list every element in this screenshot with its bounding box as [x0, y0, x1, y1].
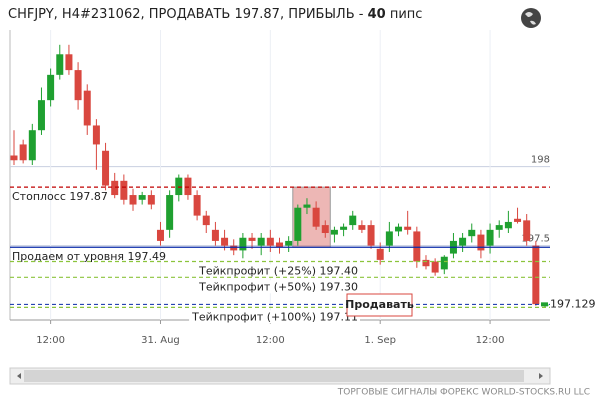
- candle-body: [385, 231, 393, 246]
- candle-body: [156, 229, 164, 241]
- level-label: Тейкпрофит (+25%) 197.40: [198, 264, 358, 277]
- candle-body: [47, 74, 55, 101]
- candle-body: [321, 225, 329, 234]
- candle-body: [303, 204, 311, 208]
- title-text: CHFJPY, H4#231062, ПРОДАВАТЬ 197.87, ПРИ…: [8, 7, 364, 22]
- x-tick-label: 12:00: [476, 335, 505, 346]
- candle-body: [486, 229, 494, 246]
- candle-body: [404, 226, 412, 230]
- candle-body: [312, 207, 320, 227]
- footer: ТОРГОВЫЕ СИГНАЛЫ ФОРЕКС WORLD-STOCKS.RU …: [337, 388, 590, 398]
- candle-body: [147, 195, 155, 205]
- candle-body: [294, 207, 302, 241]
- candle-body: [532, 245, 540, 305]
- candle-body: [440, 256, 448, 270]
- candle-body: [431, 261, 439, 273]
- candle-body: [19, 144, 27, 161]
- candle-body: [202, 215, 210, 226]
- candle-body: [276, 242, 283, 248]
- candle-body: [10, 155, 18, 161]
- candle-body: [37, 100, 45, 131]
- candle-body: [74, 70, 82, 101]
- candle-body: [376, 248, 384, 260]
- candle-body: [193, 195, 201, 216]
- title-profit: 40: [368, 7, 386, 22]
- candle-body: [349, 215, 357, 226]
- candle-body: [56, 54, 64, 75]
- candle-body: [477, 234, 485, 251]
- candle-body: [266, 237, 274, 246]
- candle-body: [248, 237, 256, 241]
- last-price-marker: [541, 302, 548, 307]
- candle-body: [395, 226, 403, 232]
- y-tick-label: 198: [531, 155, 550, 166]
- candle-body: [459, 237, 467, 246]
- globe-icon[interactable]: [521, 8, 541, 28]
- candle-body: [285, 240, 293, 246]
- candle-body: [257, 237, 265, 246]
- globe-land: [525, 12, 536, 25]
- level-label: Продаем от уровня 197.49: [12, 250, 166, 263]
- candle-body: [239, 237, 247, 251]
- candle-body: [230, 245, 238, 251]
- globe[interactable]: [521, 8, 541, 28]
- candle-body: [221, 237, 229, 246]
- candle-body: [92, 125, 100, 145]
- candle-body: [211, 229, 219, 241]
- candle-body: [65, 54, 73, 71]
- level-label: Стоплосс 197.87: [12, 190, 108, 203]
- level-label-bg: [196, 264, 360, 278]
- candle-body: [330, 229, 338, 235]
- candle-body: [129, 195, 137, 205]
- annotation-box: [346, 293, 413, 317]
- candle-body: [514, 218, 522, 222]
- candle-body: [367, 225, 375, 246]
- level-label-bg: [196, 280, 360, 294]
- candle-body: [83, 90, 91, 126]
- candle-body: [468, 229, 476, 237]
- x-tick-label: 12:00: [256, 335, 285, 346]
- candle-body: [138, 195, 146, 200]
- scrollbar-thumb[interactable]: [24, 370, 524, 382]
- candle-body: [422, 259, 430, 267]
- candle-body: [166, 195, 174, 230]
- candle-body: [102, 150, 110, 186]
- candle-body: [413, 231, 421, 262]
- x-tick-label: 31. Aug: [141, 335, 180, 346]
- level-label: Тейкпрофит (+100%) 197.11: [191, 310, 358, 323]
- level-label: Тейкпрофит (+50%) 197.30: [198, 280, 358, 293]
- candle-body: [495, 225, 503, 230]
- candle-body: [340, 226, 348, 230]
- candle-body: [523, 220, 531, 241]
- candle-body: [120, 180, 128, 200]
- candle-body: [358, 225, 366, 230]
- annotation: Продавать: [345, 298, 414, 311]
- candle-body: [175, 177, 183, 196]
- x-tick-label: 12:00: [36, 335, 65, 346]
- last-price-label: 197.129: [550, 297, 596, 310]
- y-tick-label: 197.5: [521, 234, 550, 245]
- candle-body: [184, 177, 192, 196]
- candle-body: [28, 130, 36, 161]
- x-tick-label: 1. Sep: [364, 335, 396, 346]
- candle-body: [111, 180, 119, 196]
- level-label-bg: [189, 310, 360, 324]
- candle-body: [504, 221, 512, 229]
- title-unit: пипс: [390, 7, 423, 22]
- plot-area: 197.5 198 12:00 31. Aug 12:00 1. Sep 12:00 Стоп…: [10, 30, 596, 346]
- chart-title: CHFJPY, H4#231062, ПРОДАВАТЬ 197.87, ПРИ…: [8, 7, 422, 22]
